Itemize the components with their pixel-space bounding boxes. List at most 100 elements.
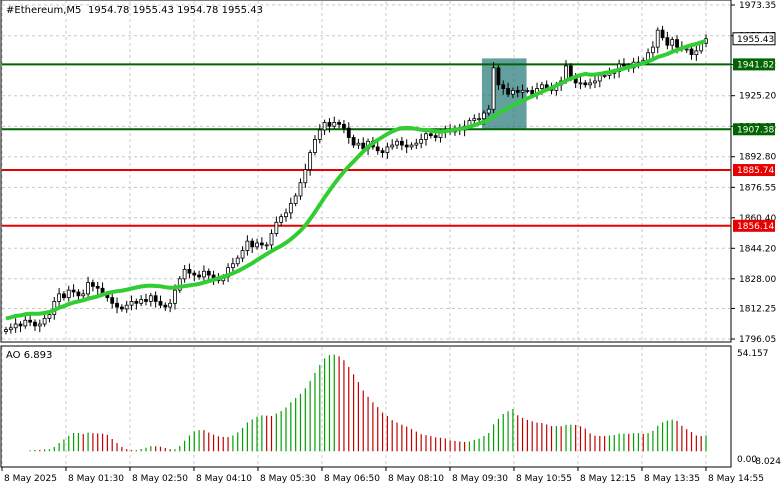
candle-body bbox=[288, 203, 293, 214]
ohlc-readout: 1954.78 1955.43 1954.78 1955.43 bbox=[88, 5, 263, 16]
candle-body bbox=[119, 306, 124, 310]
candle-body bbox=[660, 29, 665, 39]
x-tick-label: 8 May 13:35 bbox=[644, 474, 700, 484]
candle-body bbox=[520, 90, 525, 93]
candle-body bbox=[71, 289, 76, 293]
candle-body bbox=[409, 144, 414, 148]
candle-body bbox=[414, 142, 419, 146]
y-tick-label: 1860.40 bbox=[739, 214, 776, 224]
current-price-label: 1955.43 bbox=[737, 35, 774, 45]
level-label-box bbox=[733, 123, 775, 136]
candle-body bbox=[230, 263, 235, 268]
candle-body bbox=[428, 133, 433, 137]
level-label-text: 1941.82 bbox=[737, 60, 774, 70]
candle-body bbox=[675, 39, 679, 48]
candle-body bbox=[588, 82, 593, 86]
candle-body bbox=[510, 90, 515, 95]
candle-body bbox=[655, 29, 660, 48]
candle-body bbox=[42, 317, 47, 325]
candle-body bbox=[23, 319, 28, 327]
ao-scale-zero: 0.00 bbox=[737, 455, 757, 465]
candle-body bbox=[76, 291, 81, 297]
candle-body bbox=[424, 133, 428, 140]
time-axis: 8 May 2025 8 May 01:30 8 May 02:50 8 May 04… bbox=[1, 467, 764, 484]
level-label-box bbox=[733, 58, 775, 71]
y-tick-label: 1828.00 bbox=[739, 275, 776, 285]
oscillator-pane[interactable] bbox=[0, 345, 732, 468]
candle-body bbox=[95, 285, 100, 289]
candle-body bbox=[684, 48, 689, 51]
x-tick-label: 8 May 06:50 bbox=[324, 474, 380, 484]
indicator-label: AO 6.893 bbox=[6, 350, 52, 361]
x-tick-label: 8 May 09:30 bbox=[452, 474, 508, 484]
candle-body bbox=[33, 321, 37, 327]
candle-body bbox=[124, 304, 129, 310]
candle-body bbox=[235, 257, 240, 265]
candle-body bbox=[163, 304, 168, 308]
level-label-box bbox=[733, 164, 775, 177]
y-tick-label: 1876.55 bbox=[739, 183, 776, 193]
candle-body bbox=[385, 146, 390, 153]
candle-body bbox=[501, 84, 506, 89]
candle-body bbox=[597, 74, 602, 82]
candle-body bbox=[390, 144, 395, 148]
candle-body bbox=[539, 84, 544, 89]
candle-body bbox=[110, 297, 115, 304]
candle-body bbox=[313, 139, 317, 153]
candle-body bbox=[259, 242, 264, 246]
candle-body bbox=[173, 289, 177, 304]
candle-body bbox=[578, 82, 583, 85]
candle-body bbox=[346, 127, 351, 138]
candle-body bbox=[8, 327, 13, 331]
candle-body bbox=[694, 50, 699, 56]
candle-body bbox=[245, 240, 250, 251]
candle-body bbox=[250, 240, 255, 248]
candle-body bbox=[28, 319, 33, 323]
candle-body bbox=[568, 65, 573, 78]
y-tick-label: 1892.80 bbox=[739, 153, 776, 163]
candle-body bbox=[274, 221, 279, 235]
candle-body bbox=[192, 272, 197, 276]
candle-body bbox=[322, 122, 327, 131]
candle-body bbox=[279, 216, 284, 223]
candle-body bbox=[240, 250, 245, 259]
level-label-text: 1856.14 bbox=[737, 222, 774, 232]
ao-scale-bottom: -8.024 bbox=[752, 457, 781, 467]
candle-body bbox=[602, 74, 607, 77]
moving-average-line bbox=[5, 38, 707, 321]
candle-body bbox=[491, 67, 496, 110]
candle-body bbox=[255, 242, 259, 248]
candle-body bbox=[115, 302, 119, 308]
candle-body bbox=[317, 129, 322, 140]
candle-body bbox=[182, 268, 187, 280]
candle-body bbox=[187, 268, 192, 274]
candle-body bbox=[399, 140, 404, 146]
candle-body bbox=[18, 323, 23, 327]
candle-body bbox=[47, 314, 52, 319]
candle-body bbox=[129, 301, 134, 306]
x-tick-label: 8 May 10:55 bbox=[516, 474, 572, 484]
candle-body bbox=[308, 152, 313, 170]
candle-body bbox=[337, 122, 342, 125]
level-lines bbox=[2, 63, 731, 227]
candle-body bbox=[86, 282, 90, 295]
candle-body bbox=[327, 122, 332, 127]
candle-body bbox=[342, 123, 346, 129]
candle-body bbox=[404, 144, 409, 148]
candle-body bbox=[670, 39, 675, 46]
candle-body bbox=[395, 140, 399, 146]
candle-body bbox=[134, 301, 139, 304]
y-tick-label: 1844.20 bbox=[739, 244, 776, 254]
candle-body bbox=[665, 37, 670, 46]
x-tick-label: 8 May 12:15 bbox=[580, 474, 636, 484]
candle-body bbox=[264, 244, 269, 247]
ao-histogram bbox=[29, 354, 707, 452]
chart-symbol-title: #Ethereum,M5 bbox=[6, 5, 81, 16]
candle-body bbox=[158, 301, 163, 306]
candle-body bbox=[269, 233, 274, 246]
x-tick-label: 8 May 02:50 bbox=[132, 474, 188, 484]
candle-body bbox=[303, 169, 308, 184]
current-price-box bbox=[732, 32, 776, 46]
x-tick-label: 8 May 08:10 bbox=[388, 474, 444, 484]
